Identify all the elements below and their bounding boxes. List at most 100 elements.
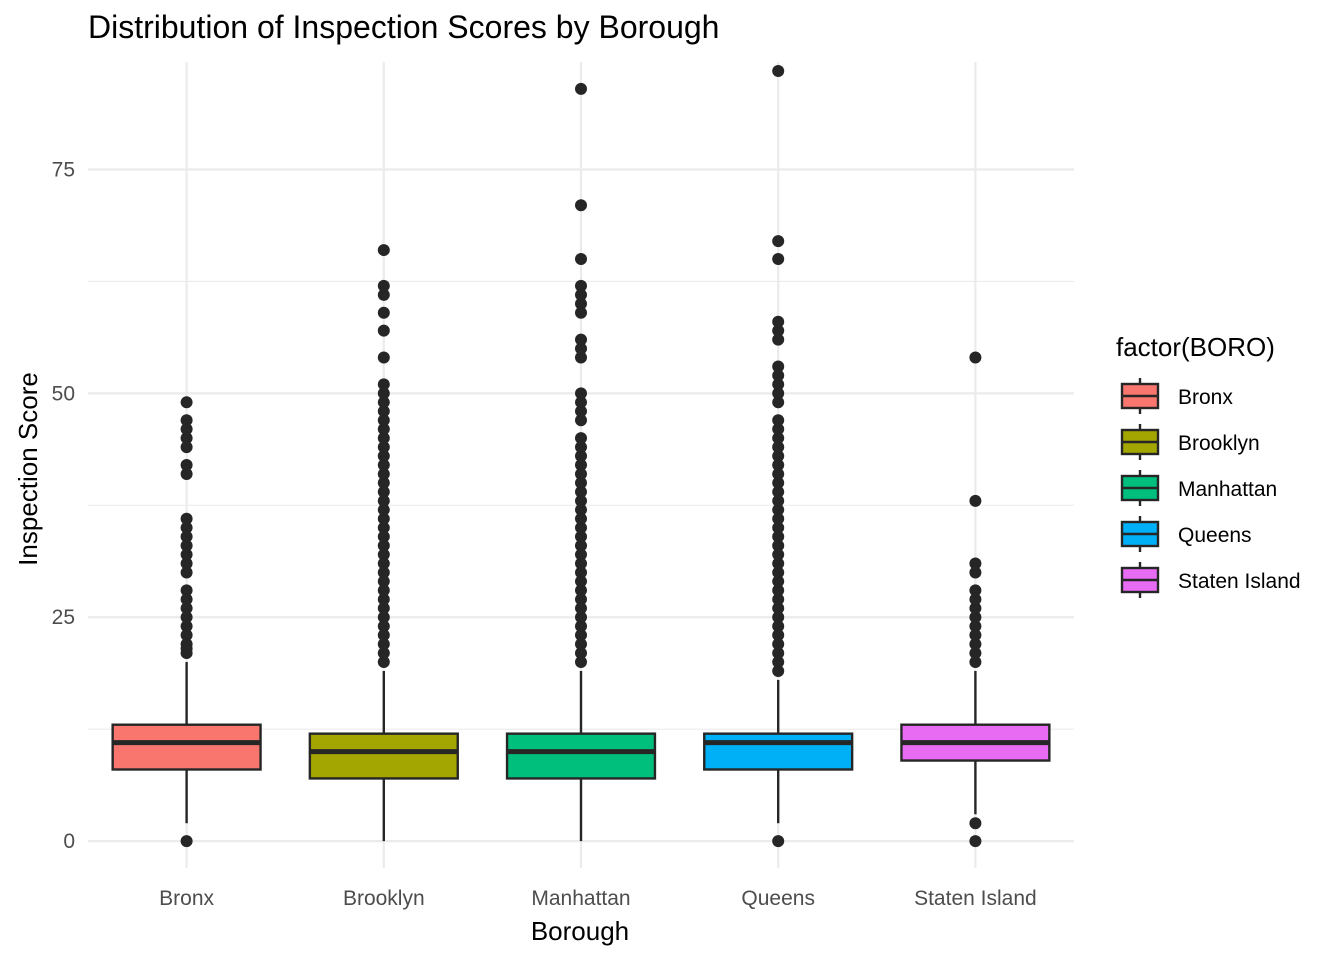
- outlier-point: [377, 584, 390, 597]
- outlier-point: [180, 638, 193, 651]
- outlier-point: [575, 629, 587, 642]
- outlier-point: [377, 629, 390, 642]
- legend-key: [1120, 378, 1160, 414]
- outlier-point: [575, 279, 587, 292]
- outlier-point: [377, 306, 390, 319]
- outlier-point: [772, 253, 785, 266]
- outlier-point: [969, 566, 982, 579]
- outlier-point: [969, 557, 982, 570]
- outlier-point: [377, 539, 390, 552]
- outlier-point: [377, 638, 390, 651]
- outlier-point: [575, 485, 587, 498]
- outlier-point: [575, 521, 587, 534]
- outlier-point: [772, 494, 785, 507]
- outlier-point: [969, 629, 982, 642]
- outlier-point: [772, 548, 785, 561]
- outlier-point: [180, 611, 193, 624]
- outlier-point: [772, 575, 785, 588]
- outlier-point: [772, 396, 785, 409]
- legend-key: [1120, 424, 1160, 460]
- outlier-point: [575, 405, 587, 418]
- outlier-point: [377, 557, 390, 570]
- outlier-point: [180, 835, 193, 848]
- outlier-point: [772, 638, 785, 651]
- outlier-point: [180, 539, 193, 552]
- outlier-point: [969, 611, 982, 624]
- outlier-point: [772, 360, 785, 373]
- x-axis-ticks: Bronx Brooklyn Manhattan Queens Staten Islan…: [159, 887, 1037, 910]
- legend-label: Bronx: [1178, 386, 1233, 409]
- x-tick-label: Manhattan: [531, 887, 630, 910]
- box-bronx: [111, 396, 262, 848]
- outlier-point: [180, 521, 193, 534]
- outlier-point: [377, 351, 390, 364]
- outlier-point: [575, 333, 587, 346]
- outlier-point: [575, 494, 587, 507]
- outlier-point: [180, 602, 193, 615]
- outlier-point: [377, 530, 390, 543]
- box-queens: [703, 64, 854, 848]
- outlier-point: [772, 664, 785, 677]
- outlier-point: [377, 593, 390, 606]
- outlier-point: [180, 593, 193, 606]
- box-brooklyn: [308, 244, 459, 842]
- outlier-point: [772, 467, 785, 480]
- outlier-point: [772, 611, 785, 624]
- outlier-point: [772, 64, 785, 77]
- outlier-point: [772, 485, 785, 498]
- outlier-point: [575, 82, 587, 95]
- y-tick-label: 75: [52, 158, 75, 181]
- x-tick-label: Bronx: [159, 887, 214, 910]
- outlier-point: [377, 611, 390, 624]
- box-iqr: [505, 732, 657, 780]
- outlier-point: [377, 620, 390, 633]
- outlier-point: [377, 324, 390, 337]
- outlier-point: [772, 235, 785, 248]
- outlier-point: [180, 530, 193, 543]
- outlier-point: [772, 315, 785, 328]
- outlier-point: [377, 566, 390, 579]
- outlier-point: [969, 817, 982, 830]
- outlier-point: [575, 548, 587, 561]
- box-staten-island: [900, 351, 1051, 848]
- outlier-point: [772, 378, 785, 391]
- plot-area: [111, 64, 1051, 848]
- outlier-point: [772, 629, 785, 642]
- outlier-point: [180, 584, 193, 597]
- outlier-point: [772, 539, 785, 552]
- outlier-point: [772, 459, 785, 471]
- x-tick-label: Queens: [741, 887, 815, 910]
- outlier-point: [575, 575, 587, 588]
- outlier-point: [772, 530, 785, 543]
- legend-label: Staten Island: [1178, 570, 1301, 593]
- outlier-point: [969, 593, 982, 606]
- y-axis-title: Inspection Score: [13, 372, 43, 566]
- outlier-point: [377, 279, 390, 292]
- outlier-point: [772, 414, 785, 427]
- outlier-point: [575, 387, 587, 400]
- outlier-point: [377, 450, 390, 463]
- outlier-point: [575, 342, 587, 355]
- outlier-point: [377, 378, 390, 391]
- outlier-point: [969, 584, 982, 597]
- outlier-point: [377, 414, 390, 427]
- outlier-point: [180, 620, 193, 633]
- outlier-point: [772, 566, 785, 579]
- x-axis-title: Borough: [531, 916, 629, 946]
- outlier-point: [180, 396, 193, 409]
- outlier-point: [377, 512, 390, 525]
- outlier-point: [772, 620, 785, 633]
- y-tick-label: 0: [63, 830, 75, 853]
- outlier-point: [377, 387, 390, 400]
- outlier-point: [377, 647, 390, 660]
- outlier-point: [772, 441, 785, 454]
- outlier-point: [772, 387, 785, 400]
- outlier-point: [377, 288, 390, 301]
- outlier-point: [772, 521, 785, 534]
- outlier-point: [377, 521, 390, 534]
- y-tick-label: 25: [52, 606, 75, 629]
- outlier-point: [575, 557, 587, 570]
- outlier-point: [180, 414, 193, 427]
- outlier-point: [575, 414, 587, 427]
- outlier-point: [180, 557, 193, 570]
